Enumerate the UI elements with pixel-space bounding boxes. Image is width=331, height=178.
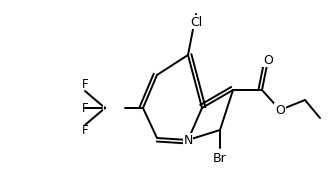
Text: Br: Br bbox=[213, 151, 227, 164]
Text: O: O bbox=[263, 54, 273, 67]
Text: C: C bbox=[101, 101, 109, 114]
Text: F: F bbox=[82, 101, 88, 114]
Text: O: O bbox=[275, 103, 285, 116]
Text: N: N bbox=[183, 134, 193, 146]
Text: Cl: Cl bbox=[190, 15, 202, 28]
Text: F: F bbox=[82, 124, 88, 137]
Text: F: F bbox=[82, 78, 88, 91]
